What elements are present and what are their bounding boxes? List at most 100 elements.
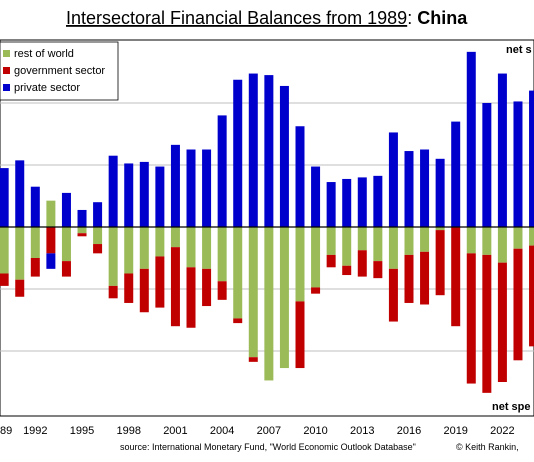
bar-private-sector-2017 [420, 149, 430, 227]
bar-private-sector-2011 [326, 182, 336, 227]
bar-government-sector-2003 [202, 268, 212, 307]
bar-private-sector-2016 [404, 151, 414, 227]
bar-private-sector-1993 [46, 253, 56, 269]
bar-rest-of-world-2002 [186, 227, 196, 268]
x-tick-label: 1998 [116, 425, 140, 437]
x-tick-label: 2010 [303, 425, 327, 437]
bar-government-sector-2000 [155, 256, 165, 308]
credit-note: © Keith Rankin, [456, 442, 519, 452]
bar-government-sector-1995 [77, 233, 87, 237]
bar-government-sector-1992 [30, 258, 40, 277]
bar-rest-of-world-2007 [264, 227, 274, 381]
x-tick-label: 2016 [397, 425, 421, 437]
bar-government-sector-2015 [388, 268, 398, 322]
bar-rest-of-world-2018 [435, 227, 445, 231]
bar-rest-of-world-1995 [77, 227, 87, 234]
bar-private-sector-2006 [248, 73, 258, 227]
bar-rest-of-world-1998 [124, 227, 134, 274]
bar-rest-of-world-1993 [46, 200, 56, 227]
x-tick-label: 89 [0, 425, 12, 437]
bar-rest-of-world-2003 [202, 227, 212, 269]
bar-government-sector-2005 [233, 318, 243, 324]
bars [0, 51, 534, 393]
bar-government-sector-1996 [93, 244, 103, 254]
bar-rest-of-world-1990 [0, 227, 9, 274]
bar-government-sector-2013 [357, 250, 367, 277]
legend-label-rest-of-world: rest of world [14, 48, 74, 60]
x-tick-label: 1995 [70, 425, 94, 437]
legend-swatch-rest-of-world [3, 50, 10, 57]
bar-private-sector-2003 [202, 149, 212, 227]
bar-government-sector-1997 [108, 285, 118, 299]
bar-private-sector-2001 [170, 144, 180, 227]
bar-private-sector-2024 [529, 90, 534, 227]
bar-private-sector-2018 [435, 158, 445, 227]
bar-rest-of-world-2006 [248, 227, 258, 358]
bar-rest-of-world-2014 [373, 227, 383, 262]
bar-government-sector-2001 [170, 247, 180, 327]
bar-private-sector-1994 [61, 192, 71, 227]
bar-government-sector-1993 [46, 227, 56, 254]
bar-private-sector-2010 [311, 166, 321, 227]
bar-private-sector-2023 [513, 101, 523, 227]
bar-rest-of-world-2021 [482, 227, 492, 255]
x-tick-label: 2013 [350, 425, 374, 437]
bar-private-sector-2014 [373, 175, 383, 227]
bar-private-sector-2000 [155, 166, 165, 227]
bar-private-sector-2020 [466, 51, 476, 227]
bar-rest-of-world-2016 [404, 227, 414, 255]
bar-government-sector-2022 [497, 262, 507, 382]
bar-government-sector-1994 [61, 261, 71, 277]
bar-rest-of-world-2009 [295, 227, 305, 302]
bar-private-sector-2005 [233, 79, 243, 227]
x-tick-label: 2019 [443, 425, 467, 437]
bar-government-sector-1991 [15, 279, 25, 297]
bar-private-sector-2008 [279, 85, 289, 227]
bar-government-sector-2004 [217, 281, 227, 300]
bar-private-sector-1997 [108, 155, 118, 227]
bar-government-sector-1998 [124, 273, 134, 303]
bar-government-sector-2021 [482, 254, 492, 393]
chart-title-country: China [417, 8, 468, 28]
bar-rest-of-world-2020 [466, 227, 476, 254]
bar-private-sector-1991 [15, 160, 25, 227]
bar-rest-of-world-2022 [497, 227, 507, 263]
bar-rest-of-world-2005 [233, 227, 243, 319]
bar-rest-of-world-1994 [61, 227, 71, 262]
x-tick-label: 1992 [23, 425, 47, 437]
bar-private-sector-2012 [342, 178, 352, 227]
bar-rest-of-world-2011 [326, 227, 336, 255]
bar-rest-of-world-1999 [139, 227, 149, 269]
annotation-net-savings: net s [506, 44, 532, 56]
bar-private-sector-2002 [186, 149, 196, 227]
bar-private-sector-1995 [77, 209, 87, 227]
chart-title: Intersectoral Financial Balances from 19… [66, 8, 468, 28]
bar-government-sector-2009 [295, 301, 305, 369]
bar-rest-of-world-2013 [357, 227, 367, 251]
bar-government-sector-1999 [139, 268, 149, 313]
bar-rest-of-world-1991 [15, 227, 25, 280]
x-tick-label: 2004 [210, 425, 234, 437]
bar-rest-of-world-1992 [30, 227, 40, 258]
bar-private-sector-2007 [264, 75, 274, 227]
legend-label-government-sector: government sector [14, 65, 105, 77]
bar-private-sector-2013 [357, 177, 367, 227]
bar-private-sector-1992 [30, 186, 40, 227]
x-axis-ticks: 89 1992 1995 1998 2001 2004 2007 2010 2013 2016 20… [0, 425, 515, 437]
chart-title-colon: : [407, 8, 417, 28]
x-tick-label: 2022 [490, 425, 514, 437]
x-tick-label: 2007 [257, 425, 281, 437]
bar-government-sector-2010 [311, 287, 321, 294]
bar-rest-of-world-2008 [279, 227, 289, 369]
legend-swatch-government-sector [3, 67, 10, 74]
bar-private-sector-2009 [295, 126, 305, 227]
bar-government-sector-2006 [248, 357, 258, 362]
bar-private-sector-2021 [482, 103, 492, 227]
bar-rest-of-world-2017 [420, 227, 430, 252]
bar-government-sector-2019 [451, 227, 461, 327]
x-tick-label: 2001 [163, 425, 187, 437]
bar-rest-of-world-2000 [155, 227, 165, 257]
bar-government-sector-1990 [0, 273, 9, 286]
bar-rest-of-world-2004 [217, 227, 227, 282]
